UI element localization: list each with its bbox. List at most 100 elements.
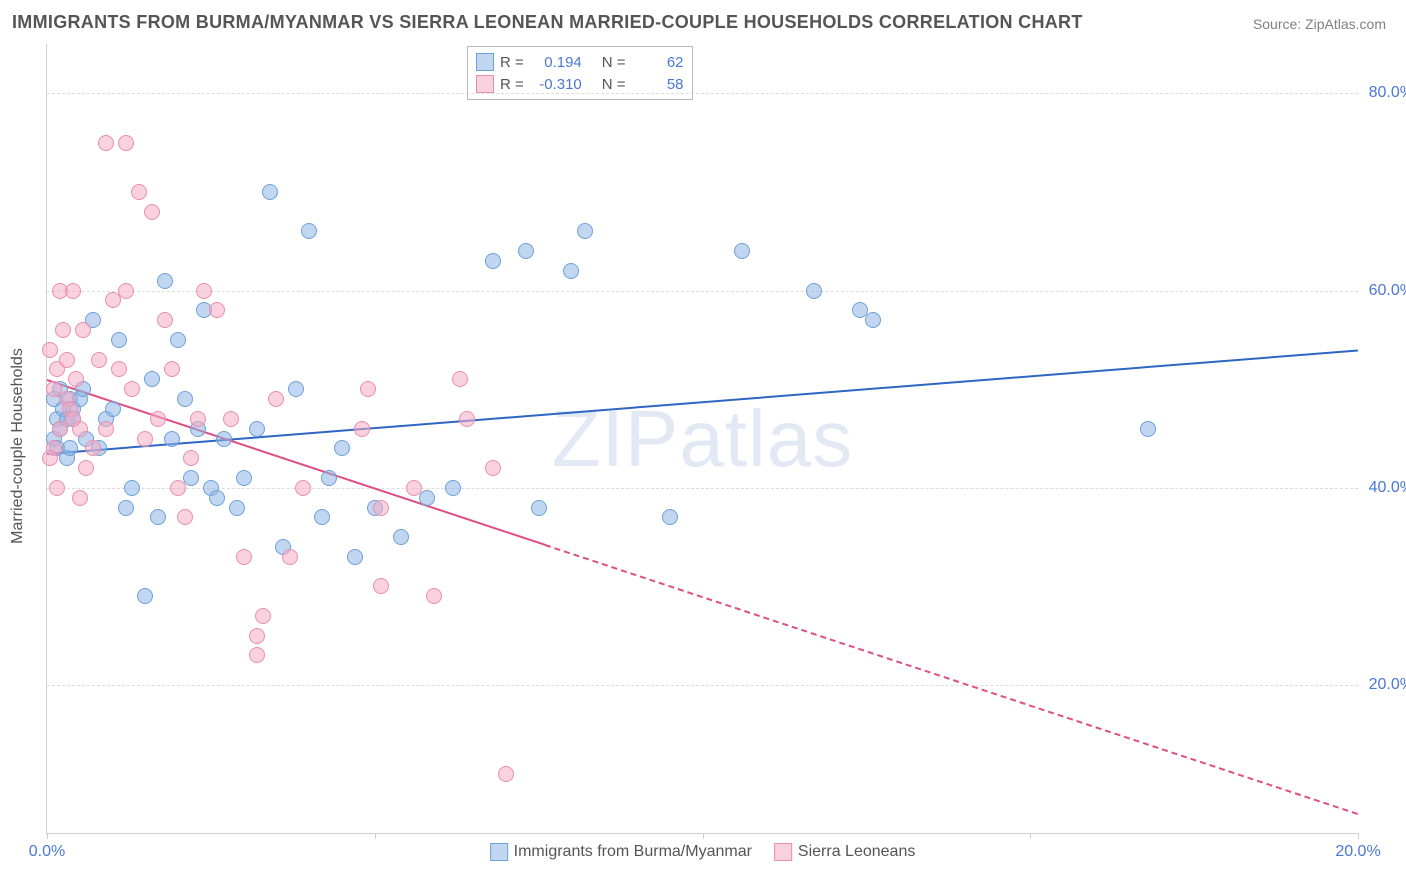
swatch-series-2: [774, 843, 792, 861]
data-point: [295, 480, 311, 496]
legend-row-series-2: R = -0.310 N = 58: [476, 73, 684, 95]
data-point: [518, 243, 534, 259]
legend-item-1: Immigrants from Burma/Myanmar: [490, 843, 752, 861]
data-point: [42, 450, 58, 466]
data-point: [334, 440, 350, 456]
data-point: [144, 371, 160, 387]
data-point: [177, 509, 193, 525]
data-point: [373, 500, 389, 516]
data-point: [91, 352, 107, 368]
data-point: [373, 578, 389, 594]
chart-plot-area: ZIPatlas R = 0.194 N = 62 R = -0.310 N =…: [46, 44, 1358, 834]
r-value-1: 0.194: [530, 54, 582, 71]
gridline-h: [47, 93, 1358, 94]
r-label: R =: [500, 54, 524, 71]
data-point: [426, 588, 442, 604]
correlation-legend: R = 0.194 N = 62 R = -0.310 N = 58: [467, 46, 693, 100]
x-tick-label: 0.0%: [29, 843, 65, 861]
n-label: N =: [602, 54, 626, 71]
x-tick: [375, 833, 376, 839]
data-point: [209, 302, 225, 318]
data-point: [498, 766, 514, 782]
y-tick-label: 80.0%: [1369, 84, 1406, 102]
legend-row-series-1: R = 0.194 N = 62: [476, 51, 684, 73]
data-point: [85, 440, 101, 456]
data-point: [255, 608, 271, 624]
data-point: [59, 352, 75, 368]
data-point: [1140, 421, 1156, 437]
x-tick: [703, 833, 704, 839]
data-point: [216, 431, 232, 447]
data-point: [131, 184, 147, 200]
data-point: [72, 490, 88, 506]
data-point: [236, 470, 252, 486]
data-point: [137, 588, 153, 604]
data-point: [164, 431, 180, 447]
data-point: [49, 480, 65, 496]
data-point: [124, 480, 140, 496]
data-point: [183, 470, 199, 486]
data-point: [347, 549, 363, 565]
data-point: [262, 184, 278, 200]
n-label: N =: [602, 76, 626, 93]
data-point: [78, 460, 94, 476]
data-point: [118, 500, 134, 516]
x-tick: [1030, 833, 1031, 839]
y-tick-label: 60.0%: [1369, 282, 1406, 300]
data-point: [170, 332, 186, 348]
data-point: [183, 450, 199, 466]
data-point: [55, 322, 71, 338]
data-point: [150, 509, 166, 525]
data-point: [42, 342, 58, 358]
data-point: [137, 431, 153, 447]
data-point: [577, 223, 593, 239]
data-point: [157, 273, 173, 289]
x-tick: [1358, 833, 1359, 839]
data-point: [62, 440, 78, 456]
data-point: [249, 647, 265, 663]
data-point: [98, 421, 114, 437]
data-point: [531, 500, 547, 516]
data-point: [452, 371, 468, 387]
swatch-series-1: [476, 53, 494, 71]
n-value-2: 58: [632, 76, 684, 93]
data-point: [75, 322, 91, 338]
data-point: [164, 361, 180, 377]
legend-item-2: Sierra Leoneans: [774, 843, 915, 861]
n-value-1: 62: [632, 54, 684, 71]
data-point: [118, 283, 134, 299]
gridline-h: [47, 488, 1358, 489]
chart-container: IMMIGRANTS FROM BURMA/MYANMAR VS SIERRA …: [0, 0, 1406, 892]
data-point: [150, 411, 166, 427]
data-point: [223, 411, 239, 427]
legend-label-2: Sierra Leoneans: [798, 843, 915, 861]
data-point: [282, 549, 298, 565]
data-point: [249, 628, 265, 644]
data-point: [124, 381, 140, 397]
data-point: [354, 421, 370, 437]
data-point: [190, 411, 206, 427]
data-point: [485, 253, 501, 269]
data-point: [157, 312, 173, 328]
data-point: [236, 549, 252, 565]
gridline-h: [47, 291, 1358, 292]
data-point: [65, 283, 81, 299]
data-point: [301, 223, 317, 239]
data-point: [268, 391, 284, 407]
data-point: [314, 509, 330, 525]
data-point: [288, 381, 304, 397]
data-point: [111, 361, 127, 377]
data-point: [360, 381, 376, 397]
data-point: [485, 460, 501, 476]
legend-label-1: Immigrants from Burma/Myanmar: [514, 843, 752, 861]
trend-line: [545, 544, 1358, 815]
data-point: [111, 332, 127, 348]
data-point: [249, 421, 265, 437]
data-point: [177, 391, 193, 407]
data-point: [209, 490, 225, 506]
data-point: [419, 490, 435, 506]
x-tick-label: 20.0%: [1335, 843, 1380, 861]
data-point: [393, 529, 409, 545]
data-point: [865, 312, 881, 328]
data-point: [229, 500, 245, 516]
